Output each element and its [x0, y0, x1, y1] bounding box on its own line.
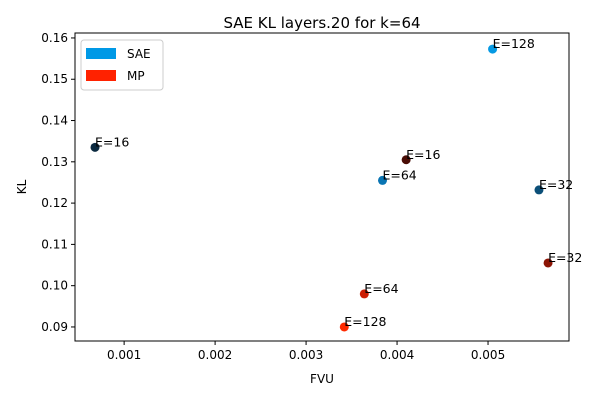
plot-frame [74, 32, 570, 342]
data-points: E=16 E=32 E=64 E=128 E=16 E=32 E=64 E=128 [90, 36, 582, 332]
sae-point [488, 44, 498, 54]
mp-point-label: E=64 [364, 281, 398, 296]
legend-swatch [86, 48, 116, 59]
y-tick-label: 0.10 [41, 279, 68, 293]
x-tick-label: 0.003 [289, 348, 323, 362]
sae-point [377, 175, 387, 185]
sae-point-label: E=32 [539, 177, 573, 192]
mp-point-label: E=16 [406, 147, 440, 162]
y-tick-label: 0.13 [41, 155, 68, 169]
y-tick-label: 0.14 [41, 114, 68, 128]
legend-box [80, 39, 164, 91]
y-axis-label: KL [15, 179, 29, 194]
legend-label: MP [127, 69, 145, 83]
sae-point-label: E=64 [382, 167, 416, 182]
legend-label: SAE [127, 47, 151, 61]
x-axis: 0.001 0.002 0.003 0.004 0.005 [107, 341, 505, 362]
mp-point [543, 258, 553, 268]
mp-point [401, 155, 411, 165]
legend: SAE MP [80, 39, 164, 91]
y-tick-label: 0.15 [41, 72, 68, 86]
x-tick-label: 0.002 [198, 348, 232, 362]
mp-point-label: E=128 [344, 314, 386, 329]
x-tick-label: 0.001 [107, 348, 141, 362]
sae-point [90, 142, 100, 152]
y-tick-label: 0.11 [41, 237, 68, 251]
x-axis-label: FVU [310, 372, 334, 386]
x-tick-label: 0.004 [380, 348, 414, 362]
sae-point-label: E=128 [493, 36, 535, 51]
legend-swatch [86, 70, 116, 81]
mp-point-label: E=32 [548, 250, 582, 265]
sae-point-label: E=16 [95, 134, 129, 149]
x-tick-label: 0.005 [471, 348, 505, 362]
y-axis: 0.09 0.10 0.11 0.12 0.13 0.14 0.15 0.16 [41, 31, 75, 334]
chart-title: SAE KL layers.20 for k=64 [223, 14, 420, 32]
mp-point [339, 322, 349, 332]
y-tick-label: 0.16 [41, 31, 68, 45]
mp-point [359, 289, 369, 299]
sae-point [534, 185, 544, 195]
y-tick-label: 0.09 [41, 320, 68, 334]
y-tick-label: 0.12 [41, 196, 68, 210]
